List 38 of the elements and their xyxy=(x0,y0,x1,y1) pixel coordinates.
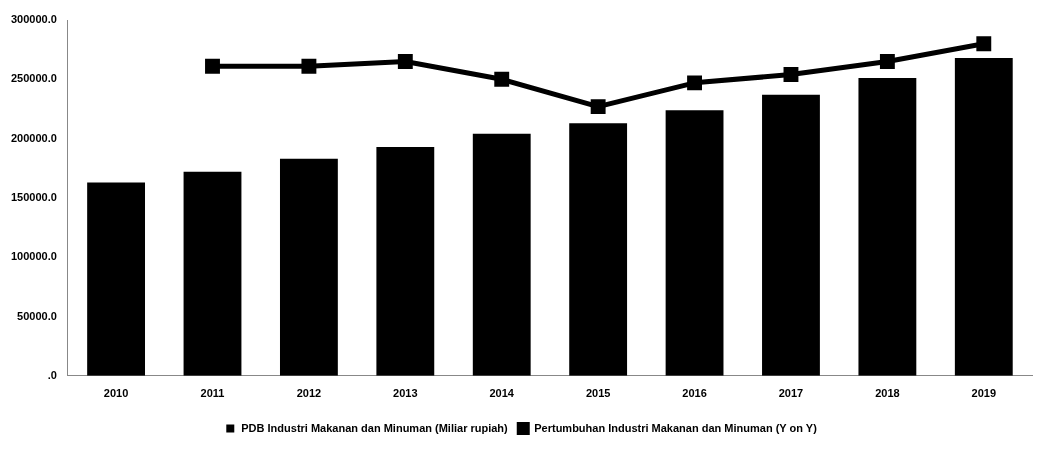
point xyxy=(687,75,703,91)
point xyxy=(976,36,992,52)
bar xyxy=(858,78,917,376)
point xyxy=(301,58,317,74)
y-tick-label: 300000.0 xyxy=(10,13,57,26)
point xyxy=(783,67,799,83)
x-tick-label: 2012 xyxy=(296,387,322,400)
legend-label: PDB Industri Makanan dan Minuman (Miliar rupiah) xyxy=(241,421,509,434)
point xyxy=(590,99,606,115)
bar xyxy=(472,133,531,376)
bar xyxy=(665,110,724,376)
y-tick-label: 150000.0 xyxy=(10,190,57,203)
bar xyxy=(183,171,242,376)
x-tick-label: 2013 xyxy=(393,387,418,400)
bar xyxy=(87,182,146,376)
point xyxy=(494,71,510,87)
y-tick-label: 100000.0 xyxy=(10,250,57,263)
x-tick-label: 2017 xyxy=(778,387,804,400)
y-tick-label: 200000.0 xyxy=(10,131,57,144)
x-tick-label: 2019 xyxy=(971,387,997,400)
x-tick-label: 2018 xyxy=(875,387,900,400)
bar xyxy=(954,57,1013,376)
bar xyxy=(279,158,338,376)
x-tick-label: 2011 xyxy=(200,387,225,400)
x-tick-label: 2014 xyxy=(489,387,515,400)
y-tick-label: 50000.0 xyxy=(17,309,57,322)
bar xyxy=(569,123,628,376)
y-tick-label: 250000.0 xyxy=(10,72,57,85)
point xyxy=(205,58,220,74)
y-tick-label: .0 xyxy=(47,368,57,381)
x-tick-label: 2010 xyxy=(103,387,129,400)
bar xyxy=(376,146,435,376)
legend-label: Pertumbuhan Industri Makanan dan Minuman (Y on Y) xyxy=(534,421,818,434)
x-tick-label: 2015 xyxy=(585,387,611,400)
point xyxy=(879,54,895,69)
point xyxy=(397,54,413,69)
x-tick-label: 2016 xyxy=(682,387,707,400)
bar xyxy=(762,94,820,376)
